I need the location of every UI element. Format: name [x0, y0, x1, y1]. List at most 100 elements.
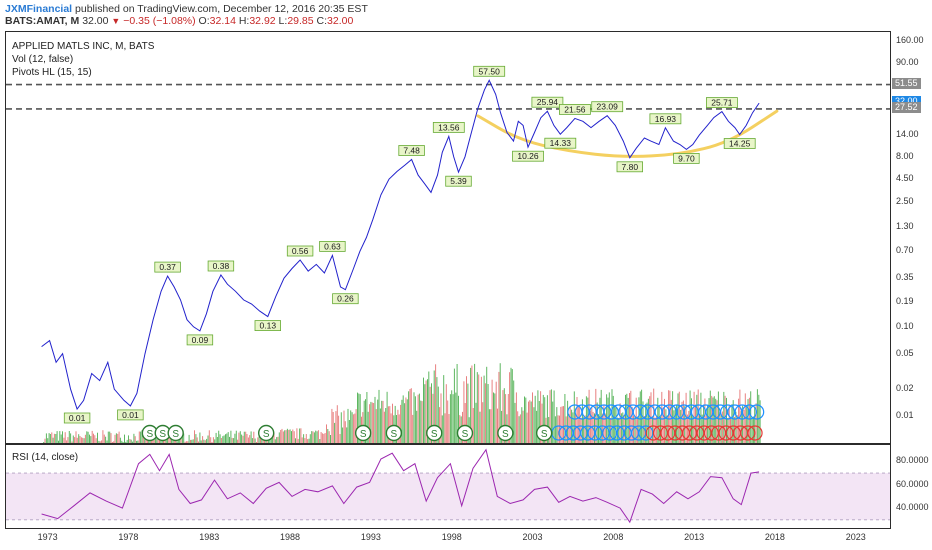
volume-bar [549, 390, 551, 443]
price-chart: S S S S S S S S S S0.01 0.010.370.090.380.130.56 0.… [6, 65, 890, 443]
volume-bar [494, 393, 496, 443]
volume-bar [284, 430, 286, 443]
volume-marker-circle [749, 404, 765, 420]
volume-bar [382, 400, 384, 443]
volume-bar [639, 391, 641, 443]
volume-bar [748, 397, 750, 443]
signal-circle [497, 424, 514, 442]
volume-bar [685, 392, 687, 443]
volume-bar [552, 401, 554, 443]
pivot-label-box [559, 104, 591, 115]
volume-bar [392, 403, 393, 443]
volume-bar [313, 432, 315, 443]
volume-bar [63, 437, 65, 443]
volume-bar [463, 381, 465, 443]
price-axis-tick: 0.70 [896, 245, 914, 256]
volume-bar [134, 436, 136, 443]
volume-bar [731, 404, 733, 443]
volume-bar [661, 391, 663, 443]
volume-bar [176, 441, 178, 443]
time-axis-tick: 2018 [764, 532, 785, 542]
signal-marker-label: S [431, 429, 438, 440]
rsi-indicator-label[interactable]: RSI (14, close) [12, 452, 79, 463]
volume-bar [103, 434, 105, 443]
volume-bar [237, 439, 239, 443]
price-pane[interactable]: S S S S S S S S S S 0.01 0.01 0.37 0.09 0.38 0.13 0.56 0.… [5, 31, 891, 444]
volume-bar [715, 398, 717, 443]
volume-bar [219, 434, 221, 443]
volume-bar [513, 380, 515, 443]
volume-bar [156, 434, 158, 443]
symbol-label[interactable]: BATS:AMAT, M [5, 15, 80, 27]
volume-bar [488, 409, 490, 443]
volume-bar [172, 439, 174, 443]
volume-bar [133, 433, 135, 443]
pivot-label-box [432, 122, 465, 133]
volume-bar [423, 377, 424, 443]
volume-bar [647, 398, 649, 443]
volume-bar [292, 429, 294, 443]
rsi-pane[interactable]: RSI (14, close) [5, 444, 891, 529]
volume-bar [238, 432, 240, 443]
volume-bar [379, 408, 381, 443]
volume-bar [351, 412, 353, 443]
volume-bar [561, 406, 563, 443]
pivot-label-box [319, 240, 346, 252]
volume-bar [117, 433, 119, 443]
volume-bar [449, 394, 451, 443]
volume-bar [119, 437, 121, 443]
volume-bar [305, 434, 307, 443]
volume-bar [129, 439, 131, 443]
volume-bar [591, 407, 593, 443]
signal-circle [354, 424, 372, 442]
volume-bar [303, 434, 305, 443]
volume-bar [339, 434, 341, 443]
volume-bar [666, 415, 668, 443]
volume-bar [475, 402, 477, 443]
volume-bar [296, 428, 298, 443]
volume-bar [253, 431, 255, 443]
volume-bar [250, 431, 252, 443]
volume-bar [440, 393, 442, 443]
volume-bar [56, 431, 58, 443]
volume-bar [239, 431, 241, 443]
pivot-label: 9.70 [678, 153, 695, 163]
pivots-indicator-label[interactable]: Pivots HL (15, 15) [12, 67, 92, 78]
pivot-label: 57.50 [479, 66, 501, 76]
pivot-label-box [706, 97, 738, 108]
volume-bar [747, 399, 749, 443]
volume-bar [541, 403, 543, 443]
volume-bar [522, 410, 524, 443]
vol-indicator-label[interactable]: Vol (12, false) [12, 54, 74, 65]
volume-bar [280, 430, 282, 443]
volume-bar [565, 416, 567, 443]
volume-bar [525, 397, 527, 443]
volume-bar [435, 364, 437, 443]
volume-bar [359, 394, 361, 443]
volume-bar [49, 434, 51, 443]
volume-bar [389, 406, 391, 443]
volume-bar [195, 434, 197, 443]
volume-bar [192, 439, 194, 443]
pivot-label-box [649, 113, 682, 125]
volume-bar [431, 383, 432, 443]
volume-bar [76, 437, 78, 443]
pivot-label: 7.48 [403, 146, 420, 156]
volume-bar [614, 406, 616, 443]
volume-bar [347, 408, 349, 443]
pivot-label: 0.56 [292, 246, 309, 256]
volume-bar [410, 388, 412, 443]
volume-bar [447, 400, 449, 443]
pivot-label: 25.71 [711, 98, 733, 108]
volume-bar [684, 406, 686, 443]
volume-bar [600, 389, 602, 443]
volume-bar [295, 438, 296, 443]
volume-bar [433, 370, 435, 443]
volume-bar [230, 430, 232, 443]
volume-bar [579, 406, 581, 443]
publisher-user-link[interactable]: JXMFinancial [5, 3, 73, 15]
volume-bar [122, 442, 124, 443]
volume-bar [546, 395, 548, 443]
signal-marker-label: S [146, 429, 153, 440]
volume-bar [300, 428, 302, 443]
